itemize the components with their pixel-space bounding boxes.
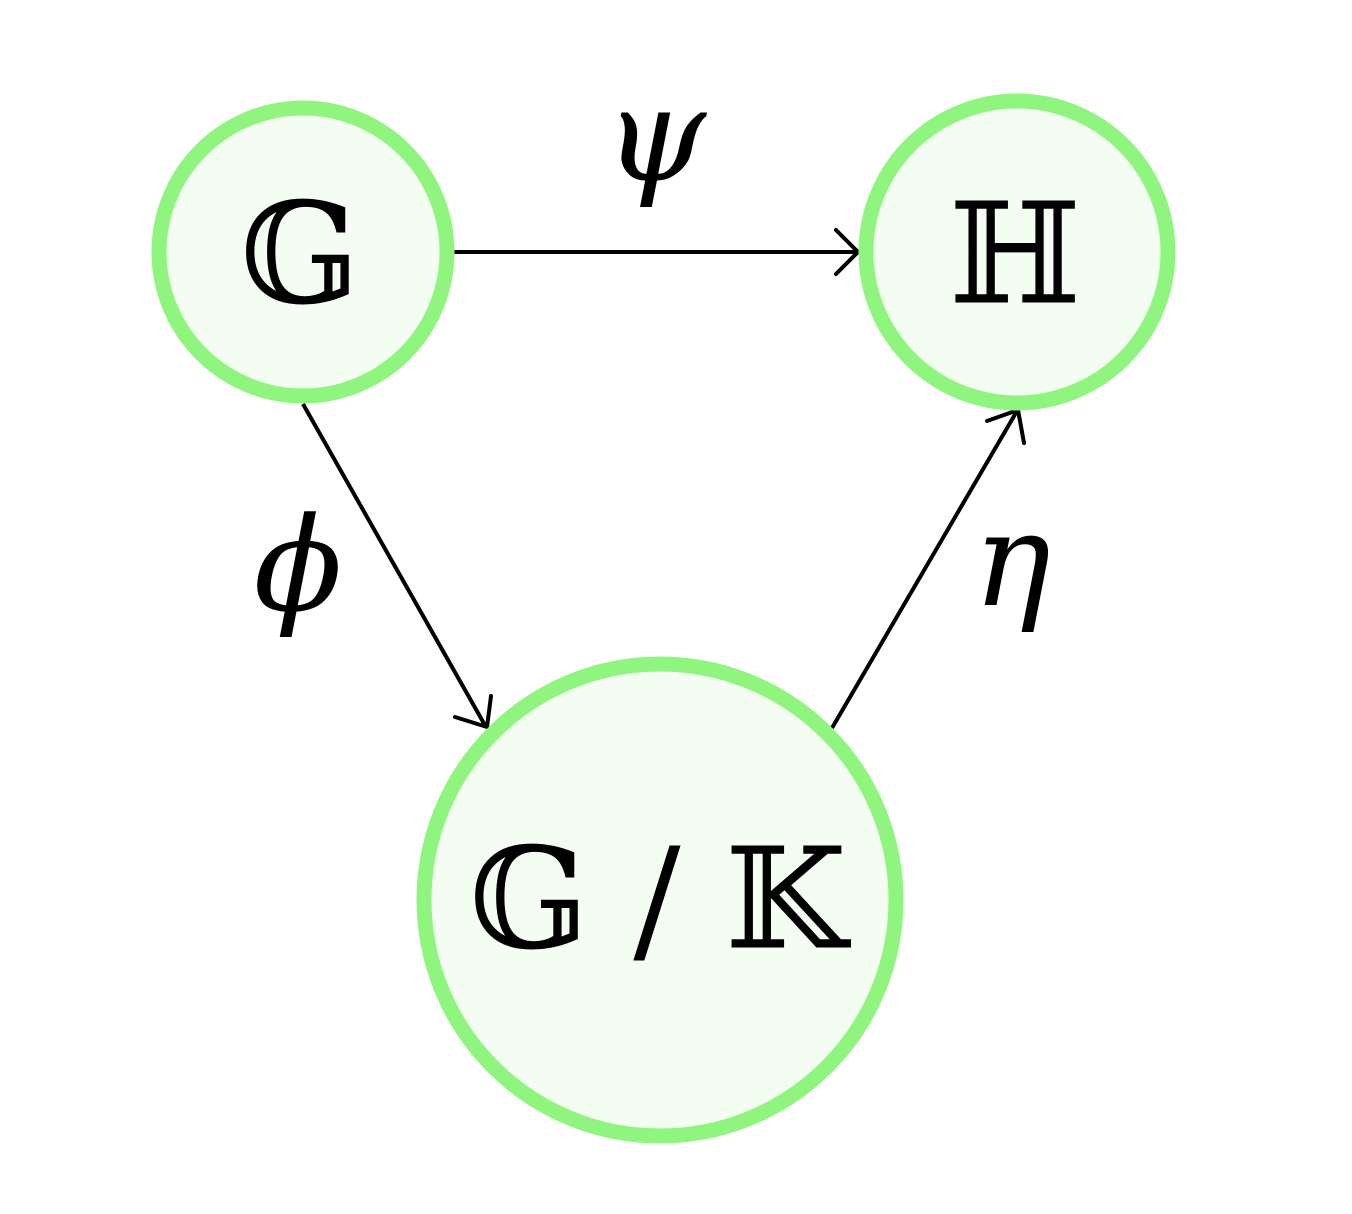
- edge-phi-arrowhead: [453, 694, 493, 729]
- edge-psi: [453, 228, 860, 276]
- node-gk-circle: [416, 656, 904, 1144]
- node-g: 𝔾: [151, 100, 455, 404]
- edge-phi-line: [301, 403, 488, 728]
- node-g-circle: [151, 100, 455, 404]
- node-gk-label: 𝔾 / 𝕂: [469, 819, 851, 982]
- node-h-circle: [858, 93, 1176, 411]
- edge-eta-arrowhead: [985, 408, 1026, 445]
- node-h: ℍ: [858, 93, 1176, 411]
- edge-psi-arrowhead: [834, 228, 860, 276]
- node-h-label: ℍ: [949, 174, 1081, 337]
- edge-eta-label: η: [973, 484, 1051, 636]
- node-gk: 𝔾 / 𝕂: [416, 656, 904, 1144]
- edge-phi-label: ϕ: [254, 489, 343, 641]
- edge-phi: [301, 403, 493, 729]
- edge-eta-line: [830, 409, 1019, 730]
- edge-psi-label: ψ: [604, 59, 707, 211]
- node-g-label: 𝔾: [240, 174, 360, 337]
